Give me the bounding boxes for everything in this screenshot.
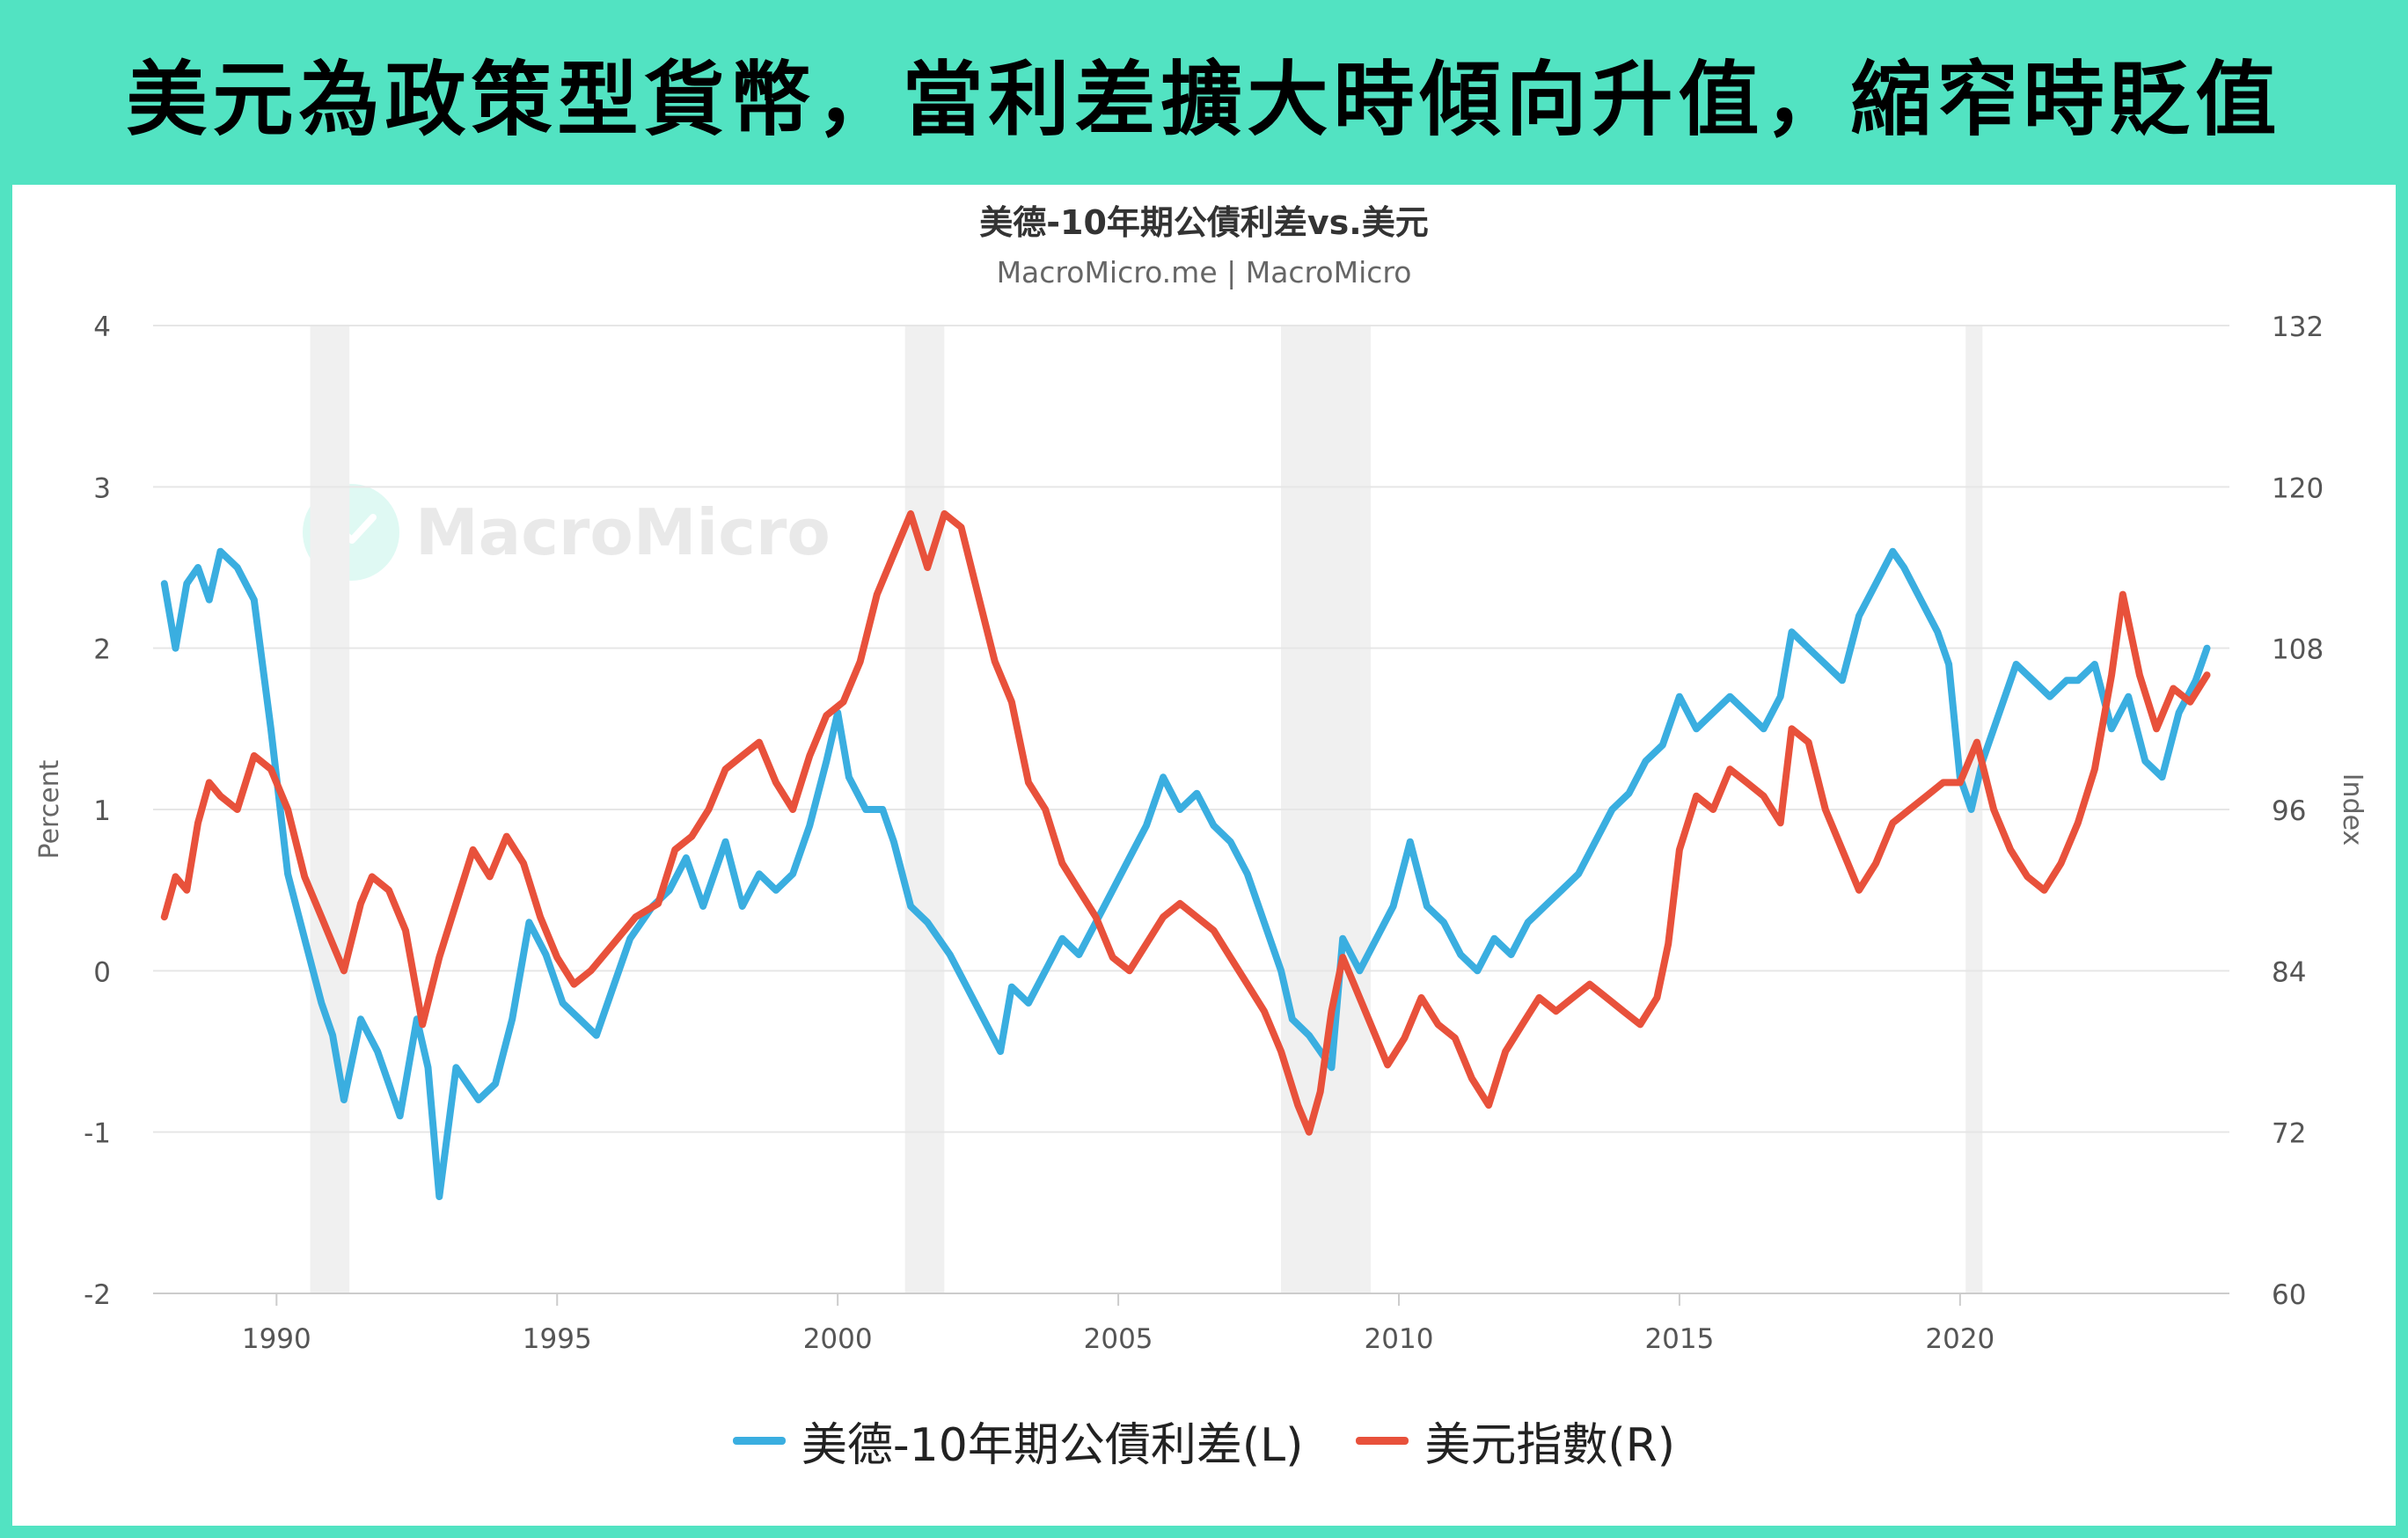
series-line-dxy — [160, 509, 2211, 1136]
y-tick-right-6: 60 — [2272, 1279, 2306, 1311]
y-tick-left-6: -2 — [84, 1279, 111, 1311]
chart-title: 美德-10年期公債利差vs.美元 — [979, 203, 1429, 242]
x-tick-4: 2010 — [1365, 1323, 1434, 1355]
chart-subtitle: MacroMicro.me | MacroMicro — [996, 255, 1412, 289]
watermark: MacroMicro — [303, 484, 831, 581]
x-tick-0: 1990 — [242, 1323, 311, 1355]
y-axis-label-left: Percent — [34, 759, 65, 859]
y-tick-right-5: 72 — [2272, 1118, 2306, 1150]
legend-label-dxy: 美元指數(R) — [1424, 1419, 1676, 1472]
y-tick-left-1: 3 — [93, 472, 111, 504]
y-tick-right-1: 120 — [2272, 472, 2324, 504]
y-tick-right-3: 96 — [2272, 795, 2306, 827]
banner-title: 美元為政策型貨幣，當利差擴大時傾向升值，縮窄時貶值 — [126, 52, 2282, 147]
y-tick-right-0: 132 — [2272, 311, 2324, 343]
chart-plot: 4 3 2 1 0 -1 -2 132 120 108 96 84 72 60 1990 1995 2000 20… — [34, 311, 2368, 1355]
legend-swatch-spread — [732, 1437, 786, 1445]
watermark-text: MacroMicro — [415, 495, 831, 569]
y-axis-label-right: Index — [2337, 773, 2368, 846]
y-tick-left-2: 2 — [93, 634, 111, 666]
x-tick-6: 2020 — [1925, 1323, 1994, 1355]
y-tick-right-2: 108 — [2272, 634, 2324, 666]
legend-item-dxy[interactable]: 美元指數(R) — [1356, 1408, 1675, 1474]
x-tick-2: 2000 — [803, 1323, 873, 1355]
y-tick-left-4: 0 — [93, 956, 111, 988]
legend: 美德-10年期公債利差(L) 美元指數(R) — [12, 1408, 2396, 1474]
x-tick-1: 1995 — [523, 1323, 592, 1355]
y-tick-right-4: 84 — [2272, 956, 2306, 988]
series-line-spread — [160, 547, 2211, 1200]
y-tick-left-5: -1 — [84, 1118, 111, 1150]
y-tick-left-0: 4 — [93, 311, 111, 343]
legend-label-spread: 美德-10年期公債利差(L) — [801, 1419, 1304, 1472]
x-tick-5: 2015 — [1644, 1323, 1714, 1355]
chart-panel: MacroMicro 美德-10年期公債利差vs.美元 MacroMicro.m… — [12, 185, 2396, 1526]
legend-item-spread[interactable]: 美德-10年期公債利差(L) — [732, 1408, 1304, 1474]
y-tick-left-3: 1 — [93, 795, 111, 827]
legend-swatch-dxy — [1356, 1437, 1409, 1445]
x-tick-3: 2005 — [1084, 1323, 1153, 1355]
banner: 美元為政策型貨幣，當利差擴大時傾向升值，縮窄時貶值 — [0, 0, 2408, 185]
